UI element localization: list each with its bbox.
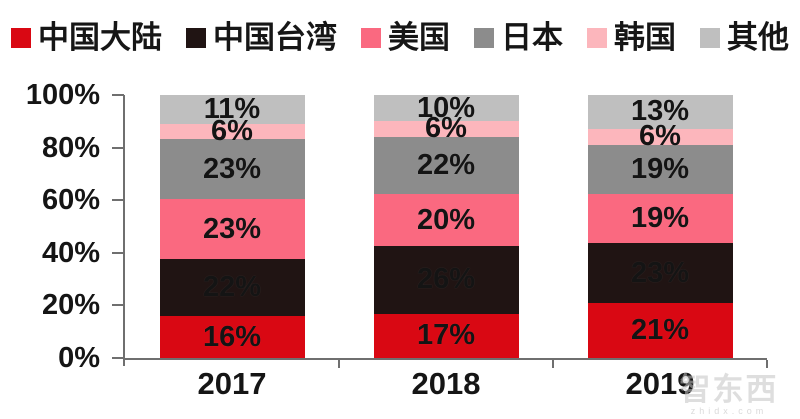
segment-label: 20% [416,203,476,236]
segment-2017-中国台湾: 22% [159,259,305,317]
segment-2017-中国大陆: 16% [159,316,305,358]
segment-label: 13% [630,95,690,128]
x-tick-3 [766,360,768,368]
legend-item-label: 其他 [727,20,789,55]
plot-area: 16% 22% 23% 23% 6% 11% 17% 26% 20% 22% 6% 10% 21% 23%… [26,81,768,373]
legend-swatch-icon [11,27,31,48]
segment-2017-韩国: 6% [159,116,305,145]
legend-swatch-icon [186,27,206,48]
segment-label: 11% [203,92,261,125]
segment-2017-美国: 23% [159,199,305,260]
x-category-label-2019: 2019 [625,366,695,401]
legend-swatch-icon [361,27,381,48]
y-axis-label-20%: 20% [41,289,100,322]
bars-container: 16% 22% 23% 23% 6% 11% 17% 26% 20% 22% 6% 10% 21% 23%… [125,91,767,358]
bar-slot-2017: 16% 22% 23% 23% 6% 11% [125,92,339,358]
y-axis-label-40%: 40% [41,236,100,269]
legend-swatch-icon [587,27,607,48]
y-axis-label-80%: 80% [41,131,100,164]
legend-item-2: 中国台湾 [186,22,337,53]
y-tick-80% [112,146,124,149]
segment-2018-美国: 20% [373,193,519,247]
legend: 中国大陆 中国台湾 美国 日本 韩国 其他 [0,22,800,53]
legend-item-3: 美国 [361,22,450,53]
legend-swatch-icon [474,27,494,48]
segment-2018-中国台湾: 26% [373,246,519,314]
legend-item-label: 美国 [388,20,450,55]
segment-label: 23% [202,212,262,245]
legend-item-5: 韩国 [587,22,676,53]
stacked-bar-2017: 16% 22% 23% 23% 6% 11% [159,92,305,358]
segment-label: 10% [416,91,476,124]
segment-2019-韩国: 6% [587,122,733,151]
segment-label: 16% [202,320,262,353]
segment-2018-其他: 10% [373,91,519,124]
legend-item-label: 日本 [501,20,563,55]
segment-label: 19% [630,152,690,185]
segment-label: 17% [416,319,476,352]
x-category-label-2017: 2017 [197,366,267,401]
bar-slot-2018: 17% 26% 20% 22% 6% 10% [339,91,553,358]
y-tick-100% [112,94,124,96]
x-tick-2 [552,360,554,368]
x-axis-line [123,358,767,360]
legend-item-1: 中国大陆 [11,22,162,53]
segment-2019-中国台湾: 23% [587,243,733,304]
segment-2017-日本: 23% [159,139,305,200]
y-tick-40% [112,251,124,254]
x-category-label-2018: 2018 [411,366,481,401]
segment-label: 22% [416,148,476,181]
y-axis-label-0%: 0% [58,342,100,374]
y-tick-60% [112,199,124,202]
stacked-bar-2018: 17% 26% 20% 22% 6% 10% [373,91,519,358]
segment-label: 26% [416,263,476,296]
y-tick-0% [112,357,124,359]
legend-item-label: 中国台湾 [213,20,337,55]
y-axis-label-60%: 60% [41,184,100,217]
segment-label: 22% [202,271,262,304]
watermark-subtext: zhidx.com [690,406,768,417]
segment-2018-日本: 22% [373,136,519,194]
segment-2017-其他: 11% [159,92,305,125]
segment-label: 19% [630,202,690,235]
y-axis-label-100%: 100% [25,79,100,111]
segment-label: 23% [202,152,262,185]
legend-swatch-icon [700,27,720,48]
legend-item-4: 日本 [474,22,563,53]
legend-item-6: 其他 [700,22,789,53]
y-tick-20% [112,304,124,307]
stacked-bar-2019: 21% 23% 19% 19% 6% 13% [587,95,733,358]
segment-label: 6% [211,114,253,147]
segment-label: 6% [425,112,467,145]
segment-label: 23% [630,256,690,289]
segment-label: 21% [630,314,690,347]
segment-2019-日本: 19% [587,144,733,194]
legend-item-label: 韩国 [614,20,676,55]
segment-2018-中国大陆: 17% [373,313,519,358]
segment-2019-美国: 19% [587,193,733,244]
x-axis-labels: 2017 2018 2019 [125,368,767,399]
bar-slot-2019: 21% 23% 19% 19% 6% 13% [553,95,767,358]
segment-2019-其他: 13% [587,95,733,129]
x-tick-1 [338,360,340,368]
segment-2018-韩国: 6% [373,114,519,143]
segment-2019-中国大陆: 21% [587,303,733,358]
segment-label: 6% [639,120,681,153]
legend-item-label: 中国大陆 [38,20,162,55]
y-axis-line [123,95,125,366]
